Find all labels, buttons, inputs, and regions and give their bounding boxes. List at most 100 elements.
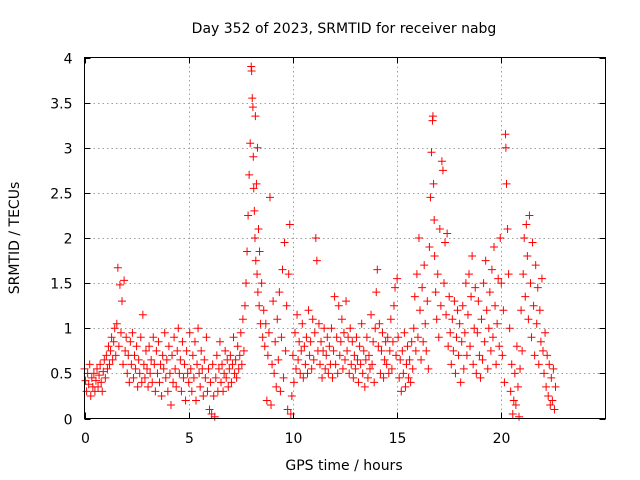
data-point [200,355,209,364]
data-point [166,400,175,409]
data-point [392,351,401,360]
data-point [486,346,495,355]
data-point [175,369,184,378]
data-point [401,382,410,391]
data-point [218,360,227,369]
data-point [485,288,494,297]
data-point [523,252,532,261]
y-tick-label: 1 [64,322,73,338]
data-point [413,333,422,342]
data-point [91,376,100,385]
data-point [136,333,145,342]
data-point [149,333,158,342]
data-point [396,355,405,364]
data-point [90,387,99,396]
data-point [503,224,512,233]
data-point [528,238,537,247]
data-point [547,373,556,382]
data-point [148,378,157,387]
data-point [395,373,404,382]
data-point [193,360,202,369]
data-point [407,337,416,346]
data-point [100,355,109,364]
data-point [108,355,117,364]
data-point [462,351,471,360]
data-point [323,333,332,342]
data-point [511,400,520,409]
data-point [140,373,149,382]
data-point [95,371,104,380]
data-point [527,333,536,342]
data-point [476,373,485,382]
data-point [437,157,446,166]
data-point [123,369,132,378]
data-point [470,324,479,333]
data-point [188,351,197,360]
data-point [289,378,298,387]
data-point [429,179,438,188]
data-point [253,270,262,279]
data-point [214,364,223,373]
data-point [499,306,508,315]
data-point [93,364,102,373]
data-point [535,306,544,315]
data-point [548,396,557,405]
data-point [417,355,426,364]
data-point [101,373,110,382]
data-point [98,387,107,396]
data-point [432,315,441,324]
y-tick-label: 2.5 [50,187,72,203]
data-point [254,224,263,233]
data-point [459,364,468,373]
data-point [331,360,340,369]
data-point [442,310,451,319]
data-point [518,346,527,355]
data-point [366,364,375,373]
data-point [385,346,394,355]
data-point [134,355,143,364]
data-point [449,346,458,355]
data-point [469,360,478,369]
data-point [120,276,129,285]
data-point [297,346,306,355]
data-point [541,328,550,337]
data-point [252,179,261,188]
data-point [222,373,231,382]
data-point [86,391,95,400]
data-point [208,360,217,369]
data-point [515,412,524,421]
data-point [320,324,329,333]
data-point [477,315,486,324]
data-point [87,373,96,382]
data-point [500,378,509,387]
data-point [231,355,240,364]
data-point [350,351,359,360]
data-point [274,355,283,364]
data-point [186,364,195,373]
data-point [172,382,181,391]
y-tick-label: 0.5 [50,367,72,383]
data-point [306,337,315,346]
data-point [386,315,395,324]
data-point [504,270,513,279]
data-point [439,279,448,288]
data-point [468,252,477,261]
data-point [156,360,165,369]
data-point [358,369,367,378]
data-point [444,342,453,351]
data-point [295,337,304,346]
data-point [238,315,247,324]
data-point [245,170,254,179]
data-point [438,166,447,175]
data-point [456,378,465,387]
data-point [508,409,517,418]
data-point [89,369,98,378]
data-point [111,351,120,360]
data-point [206,378,215,387]
data-point [371,324,380,333]
data-point [345,369,354,378]
data-point [319,346,328,355]
data-point [402,360,411,369]
data-point [445,292,454,301]
data-point [305,351,314,360]
